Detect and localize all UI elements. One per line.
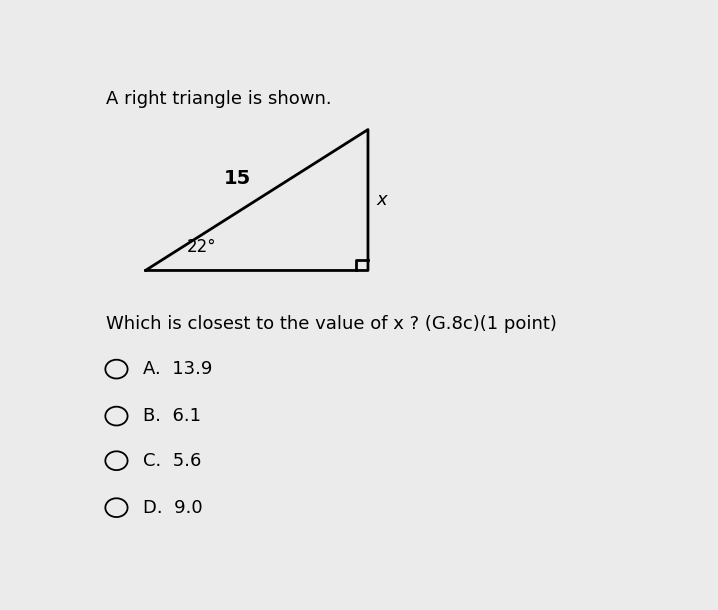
Text: B.  6.1: B. 6.1 [143,407,200,425]
Text: 22°: 22° [187,239,217,256]
Text: 15: 15 [223,170,251,188]
Text: D.  9.0: D. 9.0 [143,498,202,517]
Text: x: x [376,191,387,209]
Text: A.  13.9: A. 13.9 [143,360,212,378]
Text: Which is closest to the value of x ? (G.8c)(1 point): Which is closest to the value of x ? (G.… [106,315,557,334]
Text: A right triangle is shown.: A right triangle is shown. [106,90,332,107]
Text: C.  5.6: C. 5.6 [143,451,201,470]
